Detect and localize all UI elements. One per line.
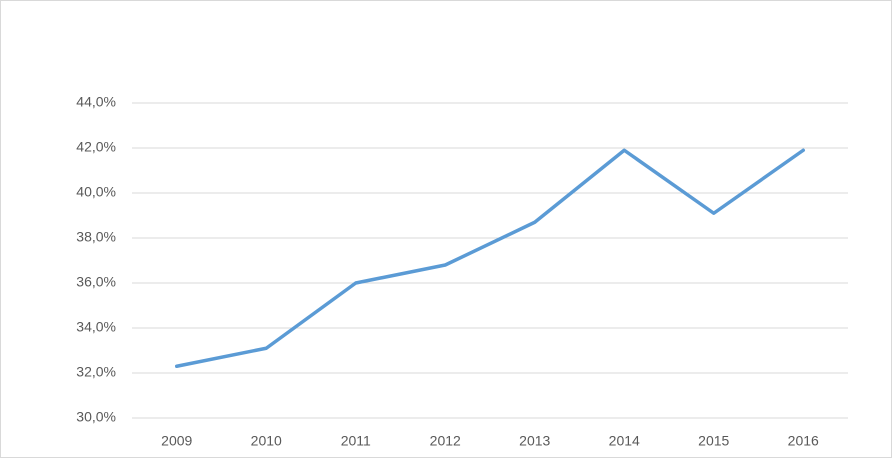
- y-tick-label: 40,0%: [76, 184, 116, 200]
- y-tick-label: 36,0%: [76, 274, 116, 290]
- x-tick-label: 2016: [788, 433, 819, 449]
- y-tick-label: 30,0%: [76, 409, 116, 425]
- x-tick-label: 2009: [161, 433, 192, 449]
- y-tick-label: 38,0%: [76, 229, 116, 245]
- x-tick-label: 2015: [698, 433, 729, 449]
- y-tick-label: 44,0%: [76, 94, 116, 110]
- x-tick-label: 2010: [251, 433, 282, 449]
- x-tick-label: 2011: [341, 433, 371, 449]
- x-tick-label: 2014: [609, 433, 640, 449]
- data-line: [175, 148, 805, 368]
- y-tick-label: 32,0%: [76, 364, 116, 380]
- y-tick-label: 34,0%: [76, 319, 116, 335]
- y-tick-label: 42,0%: [76, 139, 116, 155]
- x-tick-label: 2013: [519, 433, 550, 449]
- x-tick-label: 2012: [430, 433, 461, 449]
